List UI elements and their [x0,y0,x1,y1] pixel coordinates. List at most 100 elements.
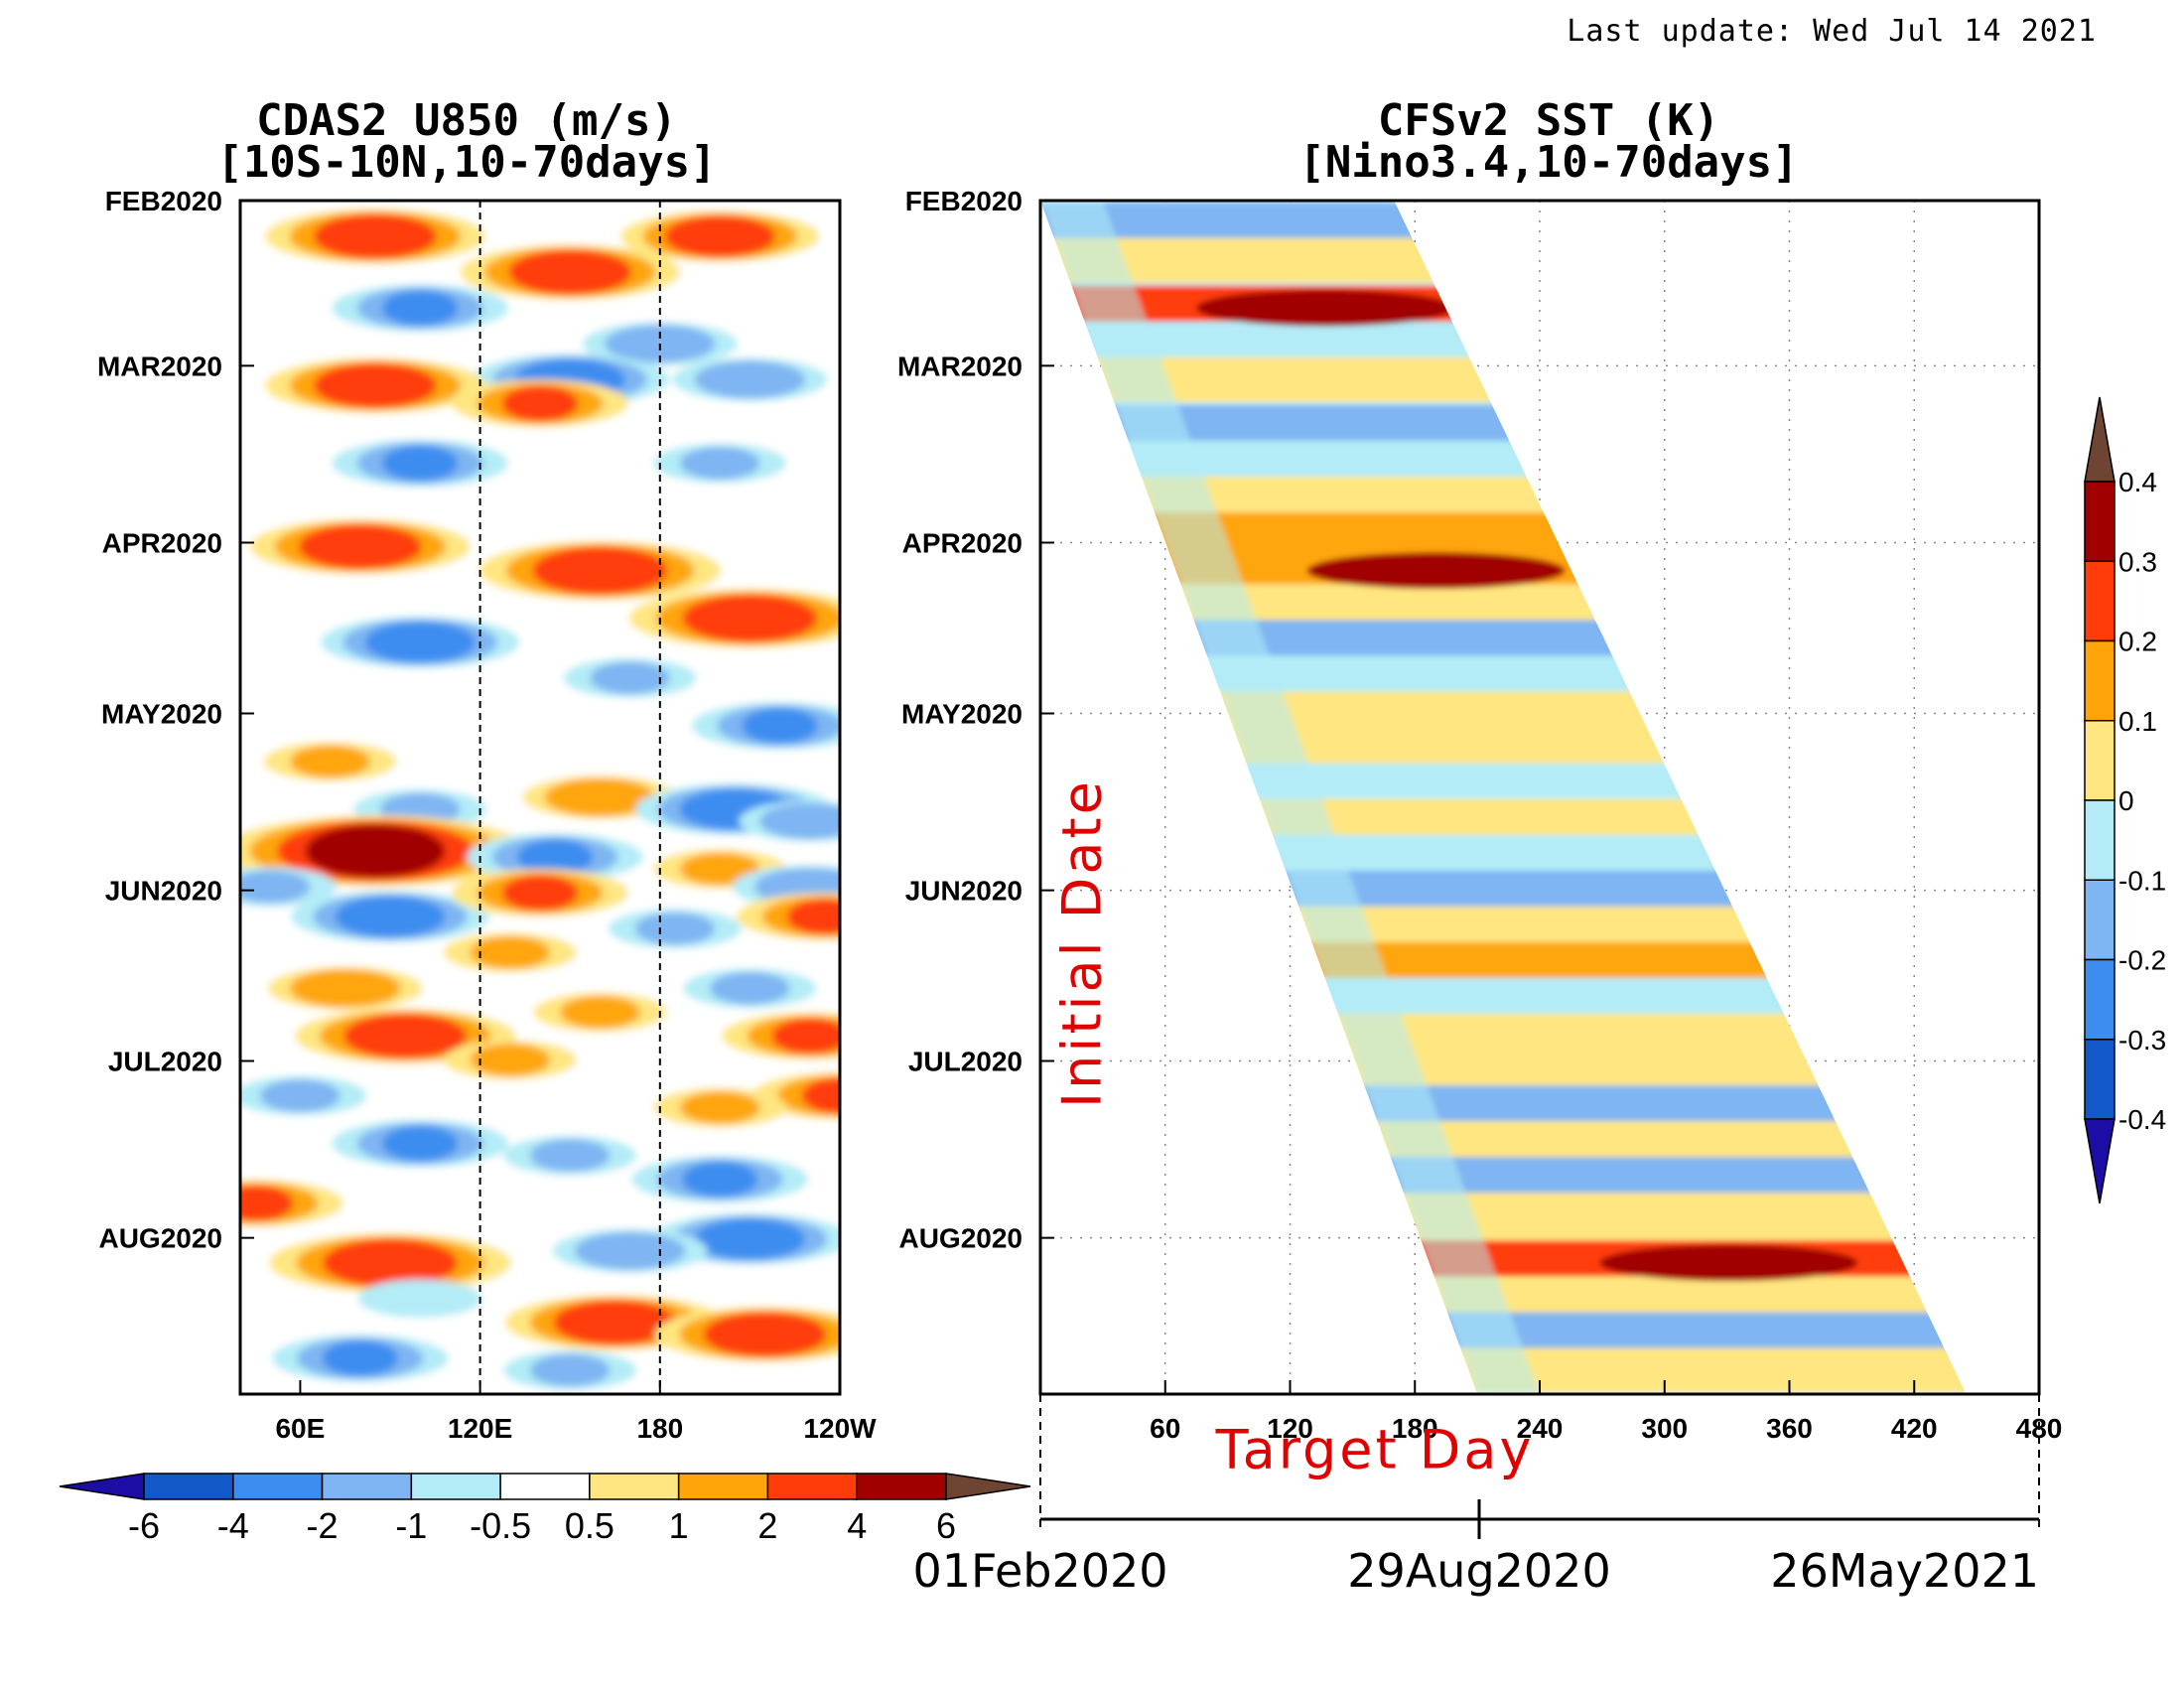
left-contour-blob [634,912,716,945]
left-y-tick-label: AUG2020 [98,1223,222,1254]
left-contour-blob [771,1018,840,1055]
left-contour-blob [597,1234,664,1268]
left-contour-blob [801,1077,840,1114]
left-contour-blob [680,852,760,886]
left-contour-blob [560,995,640,1029]
left-contour-blob [338,216,412,256]
left-contour-blob [516,839,594,875]
left-contour-blob [382,290,459,327]
right-x-tick-label: 420 [1891,1413,1938,1444]
left-x-tick-label: 60E [275,1413,325,1444]
right-colorbar-label: -0.4 [2118,1104,2166,1135]
right-band-core [1306,552,1566,590]
left-colorbar-box [410,1473,501,1500]
left-colorbar-label: 1 [669,1505,689,1546]
left-contour-blob [349,1241,431,1284]
left-contour-blob [470,1044,550,1076]
right-colorbar-box [2084,1039,2116,1120]
left-contour-blob [779,805,840,837]
left-contour-blob [680,1091,760,1124]
right-y-tick-label: MAR2020 [897,351,1023,381]
right-band-core [1195,289,1454,327]
left-contour-blob [386,624,454,660]
left-axis-ticks: 60E 120E 180 120W FEB2020 MAR2020 APR2020 MAY20… [97,186,877,1444]
left-y-tick-label: MAR2020 [97,351,222,381]
right-edge-strip [1040,201,1540,1394]
left-colorbar-label: 4 [847,1505,867,1546]
left-contour-blob [501,385,579,422]
left-contour-blob [716,362,783,396]
left-heatmap-field [240,201,840,1394]
left-y-tick-label: JUL2020 [108,1047,222,1077]
left-plot-frame [238,199,842,1396]
left-contour-blob [356,899,424,935]
right-colorbar-label: 0.2 [2118,627,2157,657]
left-colorbar-label: 6 [936,1505,956,1546]
left-colorbar-label: -2 [307,1505,339,1546]
left-chart-title: CDAS2 U850 (m/s) [256,95,677,146]
left-colorbar-label: -4 [217,1505,249,1546]
left-contour-blob [559,549,641,592]
right-colorbar-arrow-max [2084,396,2116,483]
right-colorbar-label: -0.2 [2118,945,2166,976]
left-contour-blob [709,597,791,639]
date-axis-middle: 29Aug2020 [1347,1544,1611,1598]
left-contour-blob [323,526,397,567]
left-contour-blob [742,708,818,744]
target-day-label: Target Day [1215,1418,1535,1481]
left-contour-blob [533,252,608,292]
left-colorbar-box [766,1473,858,1500]
left-contour-blob [680,447,760,480]
right-y-tick-label: MAY2020 [901,698,1023,729]
right-x-tick-label: 240 [1517,1413,1564,1444]
left-contour-blob [260,1079,341,1112]
right-colorbar-box [2084,481,2116,562]
right-x-tick-label: 300 [1641,1413,1688,1444]
left-contour-blob [530,1353,611,1387]
left-colorbar-label: 0.5 [565,1505,614,1546]
right-axis-ticks: 60 120 180 240 300 360 420 480FEB2020MAR2020APR… [897,186,2062,1444]
left-contour-blob [333,826,418,876]
date-axis-end: 26May2021 [1770,1544,2039,1598]
left-y-tick-label: MAY2020 [101,698,222,729]
right-colorbar-label: 0 [2118,785,2134,816]
left-colorbar-box [143,1473,234,1500]
right-colorbar-box [2084,958,2116,1041]
left-x-tick-label: 120E [448,1413,512,1444]
left-colorbar-box [677,1473,769,1500]
left-reference-lines [478,201,661,1394]
left-contour-blob [290,745,370,778]
right-chart-title: CFSv2 SST (K) [1377,95,1720,146]
left-contour-blob [530,1139,611,1172]
right-colorbar-box [2084,879,2116,961]
left-contour-blob [470,935,550,969]
left-contour-blob [501,875,579,911]
left-y-tick-label: APR2020 [102,527,222,558]
right-colorbar-box [2084,799,2116,881]
right-chart-subtitle: [Nino3.4,10-70days] [1298,137,1799,188]
left-contour-blob [382,445,459,482]
left-contour-blob [682,1161,758,1197]
right-y-tick-label: AUG2020 [898,1223,1023,1254]
left-x-tick-label: 120W [803,1413,877,1444]
date-axis-start: 01Feb2020 [912,1544,1168,1598]
left-contour-blob [717,1220,783,1257]
left-contour-blob [566,780,633,814]
left-contour-blob [382,1283,458,1315]
left-y-tick-label: FEB2020 [105,186,222,216]
right-y-tick-label: APR2020 [902,527,1023,558]
left-colorbar-box [856,1473,947,1500]
left-x-tick-label: 180 [636,1413,683,1444]
left-contour-blob [368,1016,443,1055]
right-colorbar-arrow-min [2084,1118,2116,1204]
right-y-tick-label: FEB2020 [905,186,1023,216]
right-colorbar-label: -0.1 [2118,865,2166,896]
left-colorbar-label: -1 [395,1505,427,1546]
right-x-tick-label: 180 [1392,1413,1438,1444]
left-contour-blob [382,1125,459,1162]
left-contour-blob [728,1315,802,1354]
